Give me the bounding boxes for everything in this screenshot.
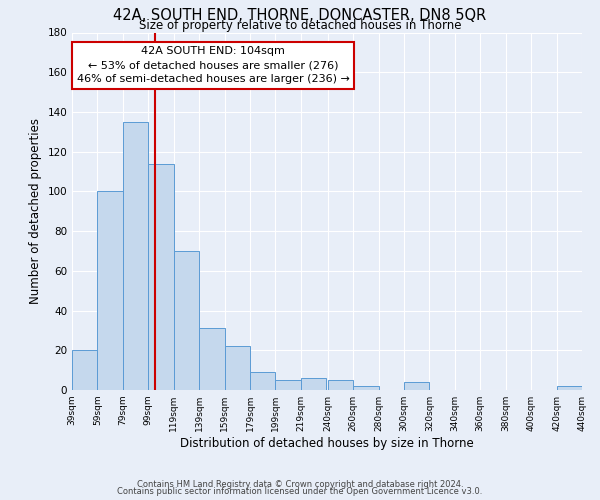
Bar bbox=[224, 346, 250, 390]
Y-axis label: Number of detached properties: Number of detached properties bbox=[29, 118, 42, 304]
Text: Contains HM Land Registry data © Crown copyright and database right 2024.: Contains HM Land Registry data © Crown c… bbox=[137, 480, 463, 489]
Text: Size of property relative to detached houses in Thorne: Size of property relative to detached ho… bbox=[139, 18, 461, 32]
Text: 42A SOUTH END: 104sqm
← 53% of detached houses are smaller (276)
46% of semi-det: 42A SOUTH END: 104sqm ← 53% of detached … bbox=[77, 46, 350, 84]
Bar bbox=[97, 192, 123, 390]
Bar bbox=[199, 328, 224, 390]
Bar bbox=[275, 380, 301, 390]
Bar bbox=[72, 350, 97, 390]
Bar bbox=[148, 164, 174, 390]
Text: 42A, SOUTH END, THORNE, DONCASTER, DN8 5QR: 42A, SOUTH END, THORNE, DONCASTER, DN8 5… bbox=[113, 8, 487, 22]
Bar bbox=[404, 382, 430, 390]
Bar bbox=[174, 251, 199, 390]
Bar bbox=[557, 386, 582, 390]
X-axis label: Distribution of detached houses by size in Thorne: Distribution of detached houses by size … bbox=[180, 437, 474, 450]
Bar bbox=[250, 372, 275, 390]
Bar bbox=[328, 380, 353, 390]
Bar bbox=[353, 386, 379, 390]
Text: Contains public sector information licensed under the Open Government Licence v3: Contains public sector information licen… bbox=[118, 487, 482, 496]
Bar bbox=[301, 378, 326, 390]
Bar bbox=[123, 122, 148, 390]
